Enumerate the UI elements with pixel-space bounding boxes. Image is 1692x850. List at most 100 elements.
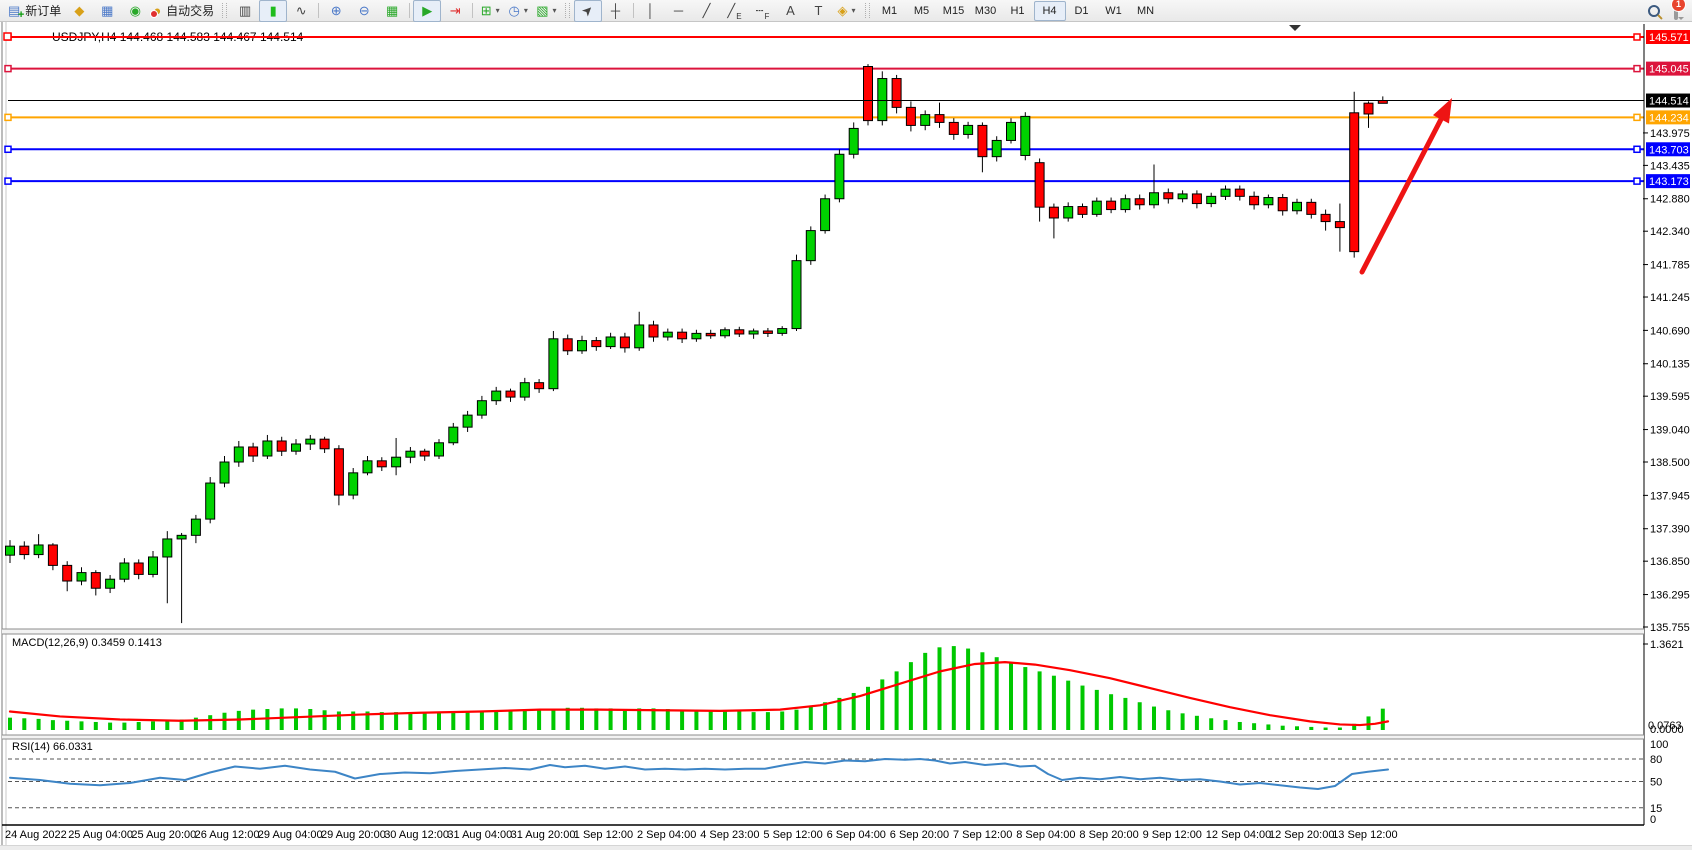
price-badge (1646, 174, 1690, 189)
trend-arrow-shaft[interactable] (1359, 116, 1444, 275)
candle (1234, 188, 1245, 197)
macd-histogram-bar (1166, 710, 1171, 730)
line-handle[interactable] (1633, 33, 1641, 41)
candle (548, 338, 559, 390)
timeframe-h4[interactable]: H4 (1033, 0, 1066, 21)
line-handle[interactable] (4, 145, 12, 154)
line-chart-button[interactable]: ∿ (287, 0, 315, 22)
panel-separator[interactable] (2, 629, 1644, 634)
indicators-button[interactable]: ⊞ ▾ (476, 0, 504, 22)
macd-histogram-bar (551, 709, 556, 730)
line-handle[interactable] (3, 32, 12, 41)
market-watch-icon: ◆ (74, 3, 85, 18)
macd-histogram-bar (980, 652, 985, 730)
dropdown-arrow-icon: ▾ (523, 6, 528, 15)
bar-chart-button[interactable]: ▥ (231, 0, 259, 22)
candle (677, 331, 688, 340)
line-handle[interactable] (4, 113, 12, 122)
timeframe-m5[interactable]: M5 (913, 4, 930, 17)
auto-scroll-button[interactable]: ▶ (413, 0, 442, 22)
macd-histogram-bar (308, 709, 313, 730)
candle (619, 336, 630, 349)
macd-histogram-bar (165, 720, 170, 730)
trend-arrow-head[interactable] (1432, 98, 1452, 124)
price-badge (1646, 61, 1690, 76)
line-handle[interactable] (1633, 113, 1641, 122)
crosshair-button[interactable]: ┼ (602, 0, 630, 22)
chart-shift-button[interactable]: ⇥ (441, 0, 469, 22)
macd-histogram-bar (422, 712, 427, 730)
macd-histogram-bar (1223, 720, 1228, 730)
data-window-button[interactable]: ▦ (93, 0, 121, 22)
horizontal-line-button[interactable]: ─ (665, 0, 693, 22)
signals-button[interactable]: ◉ (121, 0, 149, 22)
candle (1206, 195, 1217, 205)
shapes-button[interactable]: ◈ ▾ (833, 0, 861, 22)
rsi-scale-label: 80 (1650, 754, 1662, 766)
time-axis[interactable] (2, 826, 1644, 845)
chart-plot[interactable] (8, 24, 1644, 628)
macd-histogram-bar (1194, 715, 1199, 730)
toolbar-grip[interactable] (564, 3, 570, 18)
new-order-button[interactable]: ▤ 新订单 (4, 0, 65, 22)
macd-histogram-bar (136, 721, 141, 730)
rsi-scale-label: 50 (1650, 777, 1662, 789)
timeframe-m15[interactable]: M15 (942, 4, 965, 17)
search-icon[interactable] (1648, 4, 1660, 17)
timeframe-d1[interactable]: D1 (1074, 4, 1089, 17)
text-button[interactable]: A (777, 0, 805, 22)
channel-icon: ╱ (727, 3, 736, 18)
candle (305, 438, 316, 445)
price-badge-label: 144.234 (1649, 112, 1689, 124)
timeframe-mn[interactable]: MN (1136, 4, 1155, 17)
zoom-out-button[interactable]: ⊖ (350, 0, 378, 22)
macd-histogram-bar (694, 710, 699, 730)
vertical-line-button[interactable]: │ (637, 0, 665, 22)
toolbar-separator (472, 3, 474, 18)
trendline-button[interactable]: ╱ (693, 0, 721, 22)
zoom-in-button[interactable]: ⊕ (322, 0, 350, 22)
channel-button[interactable]: ╱ E (721, 0, 749, 22)
line-handle[interactable] (1633, 64, 1641, 73)
line-handle[interactable] (1633, 145, 1641, 154)
tile-windows-button[interactable]: ▦ (378, 0, 406, 22)
time-axis-label: 6 Sep 20:00 (890, 829, 949, 841)
timeframe-h1[interactable]: H1 (1010, 4, 1025, 17)
macd-histogram-bar (1109, 694, 1114, 730)
timeframe-w1[interactable]: W1 (1105, 4, 1122, 17)
market-watch-button[interactable]: ◆ (65, 0, 93, 22)
fibonacci-button[interactable]: ┄ F (749, 0, 777, 22)
macd-histogram-bar (394, 712, 399, 730)
line-handle[interactable] (1633, 177, 1641, 185)
macd-histogram-bar (1266, 724, 1271, 730)
macd-histogram-bar (923, 652, 928, 730)
notifications-button[interactable]: 1 (1671, 0, 1686, 20)
main-toolbar: ▤ 新订单 ◆ ▦ ◉ ● 自动交易 ▥ ▮ ∿ ⊕ ⊖ (0, 0, 1692, 22)
trendline-icon: ╱ (702, 3, 711, 18)
time-axis-label: 9 Sep 12:00 (1143, 829, 1202, 841)
macd-histogram-bar (365, 711, 370, 730)
periods-button[interactable]: ◷ ▾ (504, 0, 532, 22)
panel-separator[interactable] (2, 735, 1644, 739)
dropdown-arrow-icon: ▾ (851, 6, 856, 15)
line-handle[interactable] (4, 177, 12, 185)
templates-button[interactable]: ▧ ▾ (532, 0, 560, 22)
zoom-in-icon: ⊕ (330, 3, 342, 18)
toolbar-grip[interactable] (864, 3, 870, 18)
candle (1163, 192, 1174, 200)
chart-shift-marker[interactable] (1289, 25, 1301, 31)
autotrade-button[interactable]: ● 自动交易 (149, 0, 218, 22)
macd-histogram-bar (222, 712, 227, 730)
cursor-button[interactable]: ➤ (573, 0, 602, 22)
candle (47, 544, 58, 566)
line-handle[interactable] (4, 64, 12, 73)
macd-scale-min-overlap: 0.0000 (1650, 724, 1684, 736)
price-badge-label: 145.045 (1649, 64, 1689, 76)
timeframe-m1[interactable]: M1 (881, 4, 898, 17)
candle (434, 442, 444, 457)
candlestick-button[interactable]: ▮ (259, 0, 288, 22)
text-label-button[interactable]: T (805, 0, 833, 22)
candle (805, 230, 816, 262)
timeframe-m30[interactable]: M30 (974, 4, 997, 17)
toolbar-grip[interactable] (222, 3, 228, 18)
